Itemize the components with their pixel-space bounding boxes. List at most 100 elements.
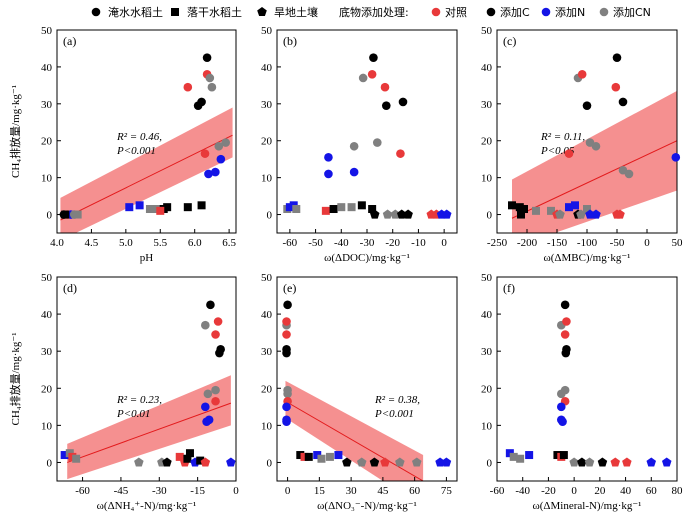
panel-c: 0 10 20 30 40 50 -250 -200 -150 -100 -50 0 50 (c) ω(ΔM… <box>481 25 683 264</box>
data-point <box>125 203 134 212</box>
panel-label: (a) <box>63 34 76 48</box>
y-tick-label: 0 <box>487 457 493 469</box>
fit-line <box>60 134 233 221</box>
legend-label-pentagon: 旱地土壤 <box>274 5 318 19</box>
data-point <box>615 209 625 219</box>
axes-frame <box>56 276 237 482</box>
y-tick-label: 20 <box>41 136 53 148</box>
data-point <box>300 452 309 461</box>
data-point <box>515 203 524 212</box>
x-tick-label: -250 <box>487 237 508 249</box>
data-point <box>202 53 212 62</box>
data-point <box>321 206 330 215</box>
panel-label: (e) <box>283 281 296 295</box>
y-tick-label: 30 <box>481 346 493 358</box>
panel-b: 0 10 20 30 40 50 -60 -50 -40 -30 -20 -10 0 (b) ω(ΔDOC)… <box>261 25 458 264</box>
data-point <box>662 457 672 467</box>
panel-label: (c) <box>503 34 516 48</box>
data-point <box>156 206 165 215</box>
confidence-band <box>60 107 233 233</box>
y-tick-label: 40 <box>481 309 493 321</box>
y-tick-label: 0 <box>267 457 273 469</box>
data-point <box>509 452 518 461</box>
panel-label: (b) <box>283 34 297 48</box>
data-point <box>221 138 230 147</box>
data-point <box>196 456 205 465</box>
x-tick-label: -60 <box>490 485 505 497</box>
data-point <box>72 454 81 463</box>
data-point <box>324 169 333 179</box>
data-point <box>584 457 595 467</box>
data-point <box>367 69 377 79</box>
x-tick-label: -15 <box>190 485 205 497</box>
annotation-r2: R² = 0.23, <box>116 394 162 406</box>
data-point <box>145 205 154 214</box>
data-point <box>226 457 236 467</box>
x-tick-label: 4.0 <box>50 237 64 249</box>
y-tick-label: 0 <box>47 210 53 222</box>
y-tick-label: 50 <box>481 25 493 37</box>
data-point <box>435 457 445 467</box>
data-point <box>197 201 206 210</box>
legend-marker-treatment <box>486 7 496 17</box>
y-tick-label: 40 <box>261 309 273 321</box>
x-tick-label: 60 <box>409 485 421 497</box>
data-point <box>382 209 393 219</box>
data-point <box>403 209 413 219</box>
legend-marker-square <box>171 8 179 16</box>
data-point <box>60 451 69 460</box>
y-tick-label: 20 <box>481 136 493 148</box>
data-point <box>369 53 378 62</box>
data-point <box>347 203 356 212</box>
data-point <box>597 457 608 467</box>
x-tick-label: -40 <box>515 485 530 497</box>
legend-label-square: 落干水稻土 <box>187 6 242 19</box>
y-tick-label: 50 <box>41 25 53 37</box>
panel-d: 0 10 20 30 40 50 -60 -45 -30 -15 0 (d) ω(ΔNH₄⁺-N)/mg… <box>8 272 239 512</box>
data-point <box>205 73 215 83</box>
data-point <box>397 209 407 219</box>
data-point <box>520 205 528 214</box>
data-point <box>185 449 194 458</box>
axes-frame <box>496 276 678 482</box>
x-tick-label: -100 <box>577 237 598 249</box>
data-point <box>211 385 220 395</box>
y-tick-label: 50 <box>481 272 493 284</box>
data-point <box>334 451 343 460</box>
data-point <box>508 201 516 210</box>
legend-marker-treatment <box>431 7 441 17</box>
x-tick-label: -40 <box>334 237 349 249</box>
data-point <box>283 300 292 310</box>
x-tick-label: -60 <box>75 485 90 497</box>
data-point <box>134 457 144 467</box>
data-point <box>560 300 570 310</box>
data-point <box>582 101 592 110</box>
data-point <box>213 317 223 326</box>
data-point <box>547 206 555 215</box>
y-tick-label: 0 <box>267 210 273 222</box>
data-point <box>325 452 334 461</box>
data-point <box>211 396 220 406</box>
x-tick-label: 30 <box>346 485 358 497</box>
x-tick-label: 5.0 <box>119 237 133 249</box>
data-point <box>525 451 534 460</box>
data-point <box>559 451 568 460</box>
data-point <box>349 167 359 177</box>
y-tick-label: 10 <box>261 420 273 432</box>
legend: 淹水水稻土 落干水稻土 旱地土壤 底物添加处理: 对照 添加C 添加N 添加CN <box>91 5 651 19</box>
data-point <box>612 53 622 62</box>
x-axis-label: ω(ΔNH₄⁺-N)/mg·kg⁻¹ <box>97 500 197 512</box>
data-point <box>183 82 193 92</box>
data-point <box>516 454 525 463</box>
x-tick-label: 45 <box>377 485 389 497</box>
data-point <box>282 417 291 426</box>
x-tick-label: 50 <box>672 237 684 249</box>
data-point <box>216 154 226 164</box>
data-point <box>624 169 634 179</box>
data-point <box>358 73 368 83</box>
annotation-r2: R² = 0.38, <box>374 394 420 406</box>
panel-label: (f) <box>503 281 515 295</box>
data-point <box>564 149 574 158</box>
data-point <box>324 153 333 162</box>
